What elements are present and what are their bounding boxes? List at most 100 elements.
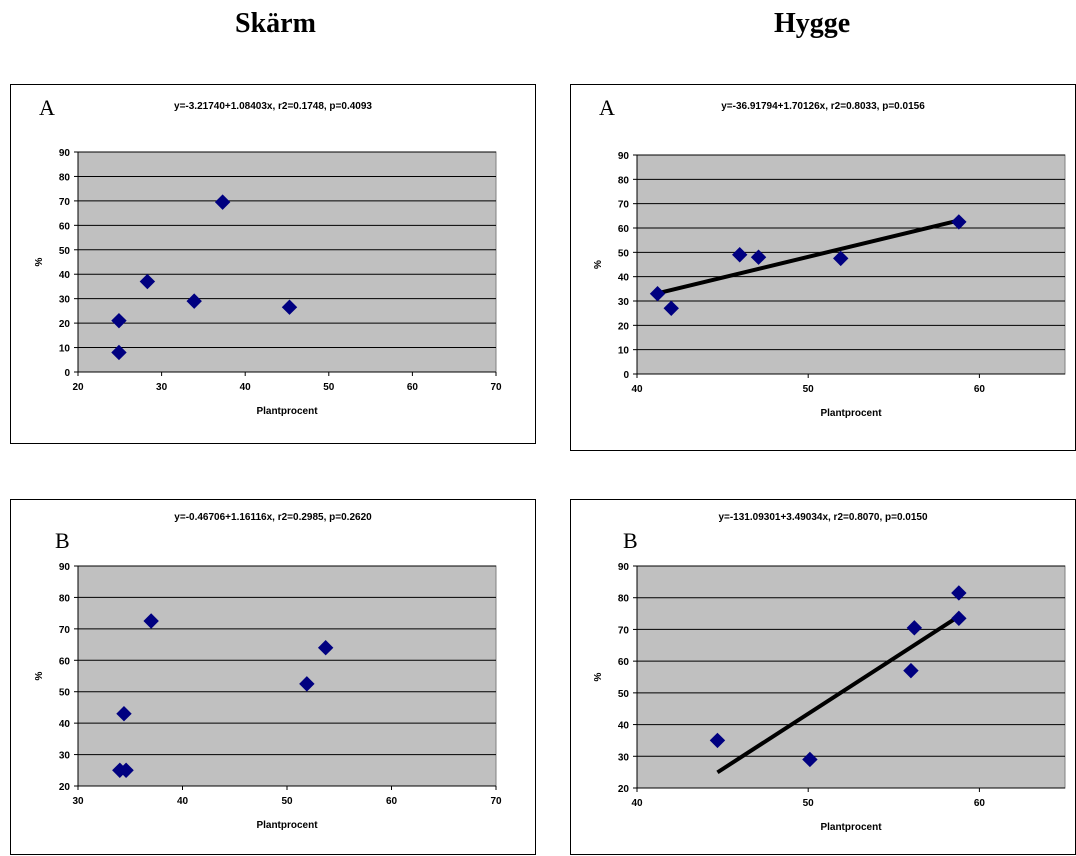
x-tick-label: 70 [490, 796, 502, 807]
y-tick-label: 20 [618, 321, 630, 332]
y-tick-label: 60 [59, 221, 71, 232]
data-point [709, 732, 726, 749]
x-tick-label: 40 [240, 382, 252, 393]
panel-letter: A [599, 95, 615, 120]
x-tick-label: 40 [631, 384, 643, 395]
panel-letter: B [623, 528, 638, 553]
y-tick-label: 60 [59, 656, 71, 667]
x-axis-title: Plantprocent [820, 822, 882, 833]
y-tick-label: 80 [59, 172, 71, 183]
y-tick-label: 30 [618, 297, 630, 308]
y-tick-label: 60 [618, 657, 630, 668]
plot-area [636, 565, 1066, 789]
y-tick-label: 60 [618, 224, 630, 235]
scatter-plot: 20 30 40 50 60 70 80 90 40 50 60 Plantprocent% [593, 562, 1066, 833]
y-axis-title: % [593, 260, 604, 269]
data-point [214, 194, 231, 210]
data-point [951, 214, 967, 230]
x-tick-label: 60 [407, 382, 419, 393]
trend-line [657, 218, 960, 296]
x-tick-label: 50 [803, 798, 815, 809]
y-tick-label: 0 [64, 368, 70, 379]
data-point [118, 762, 134, 778]
data-point [906, 620, 923, 636]
y-tick-label: 40 [618, 273, 630, 284]
x-tick-label: 20 [72, 382, 84, 393]
y-tick-label: 90 [59, 148, 71, 159]
y-tick-label: 10 [618, 346, 630, 357]
y-tick-label: 20 [618, 784, 630, 795]
y-tick-label: 90 [618, 151, 630, 162]
y-tick-label: 70 [618, 625, 630, 636]
data-point [281, 299, 298, 315]
data-point [663, 300, 679, 317]
column-title-right: Hygge [774, 8, 851, 39]
y-tick-label: 50 [59, 688, 71, 699]
x-tick-label: 30 [72, 796, 84, 807]
regression-equation: y=-36.91794+1.70126x, r2=0.8033, p=0.015… [721, 101, 925, 112]
data-point [317, 640, 334, 656]
trend-line [716, 614, 960, 775]
data-point [139, 273, 156, 290]
panel-letter: B [55, 528, 70, 553]
chart-panel-hygge-b: B y=-131.09301+3.49034x, r2=0.8070, p=0.… [570, 499, 1076, 855]
y-tick-label: 20 [59, 319, 71, 330]
data-point [111, 312, 127, 329]
y-tick-label: 40 [59, 270, 71, 281]
scatter-plot: 0 10 20 30 40 50 60 70 80 90 40 50 60 Plantprocent% [593, 151, 1066, 419]
panel-letter: A [39, 95, 55, 120]
plot-area [77, 565, 497, 787]
data-point [116, 706, 132, 722]
plot-area [77, 151, 497, 373]
x-axis-title: Plantprocent [256, 406, 318, 417]
x-tick-label: 40 [177, 796, 189, 807]
regression-equation: y=-0.46706+1.16116x, r2=0.2985, p=0.2620 [174, 512, 372, 523]
y-tick-label: 70 [618, 200, 630, 211]
data-point [951, 585, 967, 601]
y-axis-title: % [34, 257, 45, 266]
data-point [833, 250, 849, 267]
y-tick-label: 40 [59, 719, 71, 730]
y-tick-label: 90 [59, 562, 71, 573]
data-point [143, 613, 159, 629]
y-tick-label: 90 [618, 562, 630, 573]
y-tick-label: 50 [618, 248, 630, 259]
x-tick-label: 50 [803, 384, 815, 395]
y-tick-label: 30 [59, 295, 71, 306]
x-tick-label: 50 [323, 382, 335, 393]
plot-area [636, 154, 1066, 375]
y-tick-label: 80 [618, 175, 630, 186]
y-tick-label: 30 [618, 752, 630, 763]
regression-equation: y=-131.09301+3.49034x, r2=0.8070, p=0.01… [718, 512, 928, 523]
y-tick-label: 80 [618, 594, 630, 605]
x-tick-label: 30 [156, 382, 168, 393]
data-point [802, 751, 818, 768]
chart-panel-skarm-a: A y=-3.21740+1.08403x, r2=0.1748, p=0.40… [10, 84, 536, 444]
data-point [951, 610, 967, 627]
y-tick-label: 40 [618, 721, 630, 732]
column-title-left: Skärm [235, 8, 316, 39]
chart-panel-skarm-b: B y=-0.46706+1.16116x, r2=0.2985, p=0.26… [10, 499, 536, 855]
x-tick-label: 70 [490, 382, 502, 393]
y-tick-label: 20 [59, 782, 71, 793]
y-axis-title: % [34, 671, 45, 680]
data-point [649, 285, 666, 302]
y-tick-label: 30 [59, 751, 71, 762]
y-tick-label: 80 [59, 593, 71, 604]
x-tick-label: 50 [281, 796, 293, 807]
x-tick-label: 60 [386, 796, 398, 807]
data-point [903, 662, 919, 679]
x-tick-label: 60 [974, 384, 986, 395]
data-point [186, 293, 202, 309]
y-tick-label: 50 [59, 246, 71, 257]
scatter-plot: 0 10 20 30 40 50 60 70 80 90 20 30 40 50 60 70 Plantproc… [34, 148, 502, 417]
data-point [111, 344, 127, 361]
x-tick-label: 60 [974, 798, 986, 809]
y-tick-label: 70 [59, 625, 71, 636]
x-axis-title: Plantprocent [820, 408, 882, 419]
y-axis-title: % [593, 672, 604, 681]
y-tick-label: 0 [623, 370, 629, 381]
chart-panel-hygge-a: A y=-36.91794+1.70126x, r2=0.8033, p=0.0… [570, 84, 1076, 451]
data-point [732, 247, 748, 263]
